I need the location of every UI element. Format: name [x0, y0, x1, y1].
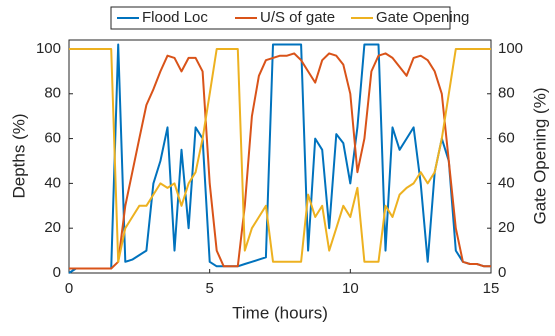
- y2-tick-label: 0: [498, 264, 506, 281]
- x-tick-label: 5: [205, 280, 213, 297]
- series-line: [68, 43, 491, 274]
- y2-tick-label: 20: [498, 219, 515, 236]
- legend-label: Flood Loc: [142, 9, 208, 26]
- y-tick-label: 20: [44, 219, 61, 236]
- legend-box: [110, 6, 451, 30]
- y-tick-label: 40: [44, 174, 61, 191]
- x-tick-label: 10: [342, 280, 359, 297]
- y-axis-label: Depths (%): [9, 113, 28, 198]
- x-tick-label: 15: [483, 280, 500, 297]
- y-tick-label: 0: [53, 264, 61, 281]
- y2-tick-label: 80: [498, 85, 515, 102]
- y2-tick-label: 60: [498, 130, 515, 147]
- series-line: [69, 52, 491, 270]
- y2-tick-label: 100: [498, 40, 523, 57]
- plot-frame: [68, 39, 492, 274]
- y2-axis-label: Gate Opening (%): [530, 87, 549, 224]
- y-tick-label: 80: [44, 85, 61, 102]
- x-tick-label: 0: [65, 280, 73, 297]
- y-tick-label: 100: [36, 40, 61, 57]
- series-line: [69, 48, 491, 263]
- legend-label: U/S of gate: [260, 9, 335, 26]
- legend-label: Gate Opening: [376, 9, 469, 26]
- y2-tick-label: 40: [498, 174, 515, 191]
- y-tick-label: 60: [44, 130, 61, 147]
- x-axis-label: Time (hours): [232, 303, 328, 322]
